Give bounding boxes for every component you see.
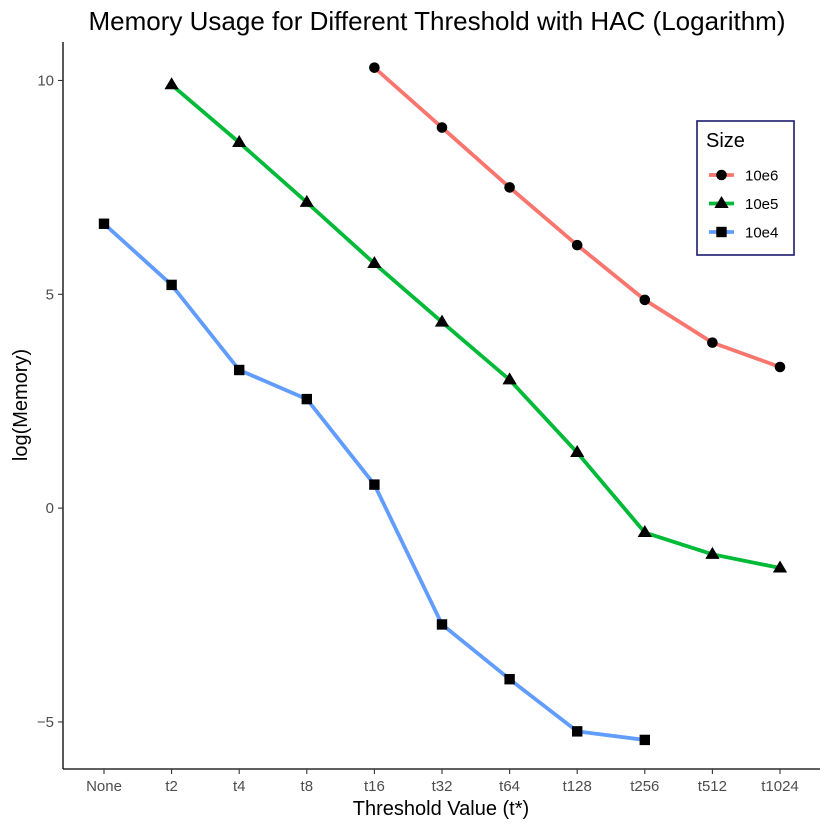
x-tick-label: t8 xyxy=(301,778,314,795)
x-tick-label: t4 xyxy=(233,778,246,795)
legend-item-10e6: 10e6 xyxy=(709,168,778,185)
legend-marker xyxy=(716,169,727,181)
series-10e5 xyxy=(164,77,788,573)
data-point xyxy=(369,62,380,73)
data-point xyxy=(707,337,718,348)
data-point xyxy=(369,479,380,490)
data-point xyxy=(299,194,314,207)
legend-label: 10e5 xyxy=(745,196,778,213)
data-point xyxy=(301,393,312,405)
data-point xyxy=(367,256,382,269)
y-axis-title: log(Memory) xyxy=(10,349,32,461)
legend-marker xyxy=(716,226,727,238)
legend-box xyxy=(696,120,795,256)
series-line xyxy=(170,83,781,570)
data-point xyxy=(571,239,583,251)
x-tick-label: t32 xyxy=(432,778,453,795)
x-tick-label: t2 xyxy=(165,778,178,795)
legend-title: Size xyxy=(706,130,745,152)
legend-marker xyxy=(714,196,729,208)
data-point xyxy=(166,279,177,291)
legend-items: 10e6 10e5 10e4 xyxy=(709,168,778,242)
data-point xyxy=(637,525,652,538)
data-point xyxy=(639,734,650,746)
x-tick-label: t128 xyxy=(563,778,592,795)
x-tick-label: t1024 xyxy=(761,778,799,795)
x-tick-label: t16 xyxy=(364,778,385,795)
data-point xyxy=(436,619,448,630)
data-point xyxy=(234,364,245,376)
x-axis-ticks: None t2 t4 t8 t16 t32 t64 t128 t256 t512 t1024 xyxy=(86,769,799,795)
series-10e6 xyxy=(369,62,786,373)
y-tick-label: −5 xyxy=(37,714,54,731)
x-tick-label: t256 xyxy=(630,778,659,795)
data-point xyxy=(98,218,110,229)
y-tick-label: 0 xyxy=(46,500,54,517)
x-tick-label: t512 xyxy=(698,778,727,795)
x-axis-title: Threshold Value (t*) xyxy=(353,798,529,820)
data-point xyxy=(772,560,788,573)
y-axis-ticks: −5 0 5 10 xyxy=(37,72,63,731)
y-tick-label: 5 xyxy=(46,286,54,303)
legend: Size 10e6 10e5 10e4 xyxy=(696,120,795,256)
data-point xyxy=(164,77,179,90)
y-tick-label: 10 xyxy=(37,72,54,89)
plot-area xyxy=(98,62,788,746)
series-10e4 xyxy=(98,218,650,746)
data-point xyxy=(774,361,786,373)
legend-item-10e4: 10e4 xyxy=(709,225,778,242)
chart-title: Memory Usage for Different Threshold wit… xyxy=(89,6,786,36)
x-tick-label: None xyxy=(86,778,122,795)
data-point xyxy=(705,546,720,559)
data-point xyxy=(504,673,515,685)
data-point xyxy=(436,122,448,133)
legend-label: 10e6 xyxy=(745,168,778,185)
data-point xyxy=(639,294,651,306)
data-point xyxy=(232,134,247,147)
data-point xyxy=(572,726,583,737)
x-tick-label: t64 xyxy=(499,778,520,795)
legend-item-10e5: 10e5 xyxy=(709,196,778,213)
data-point xyxy=(502,372,517,385)
data-point xyxy=(434,314,450,327)
data-point xyxy=(504,182,515,193)
legend-label: 10e4 xyxy=(745,225,778,242)
data-point xyxy=(570,445,585,458)
